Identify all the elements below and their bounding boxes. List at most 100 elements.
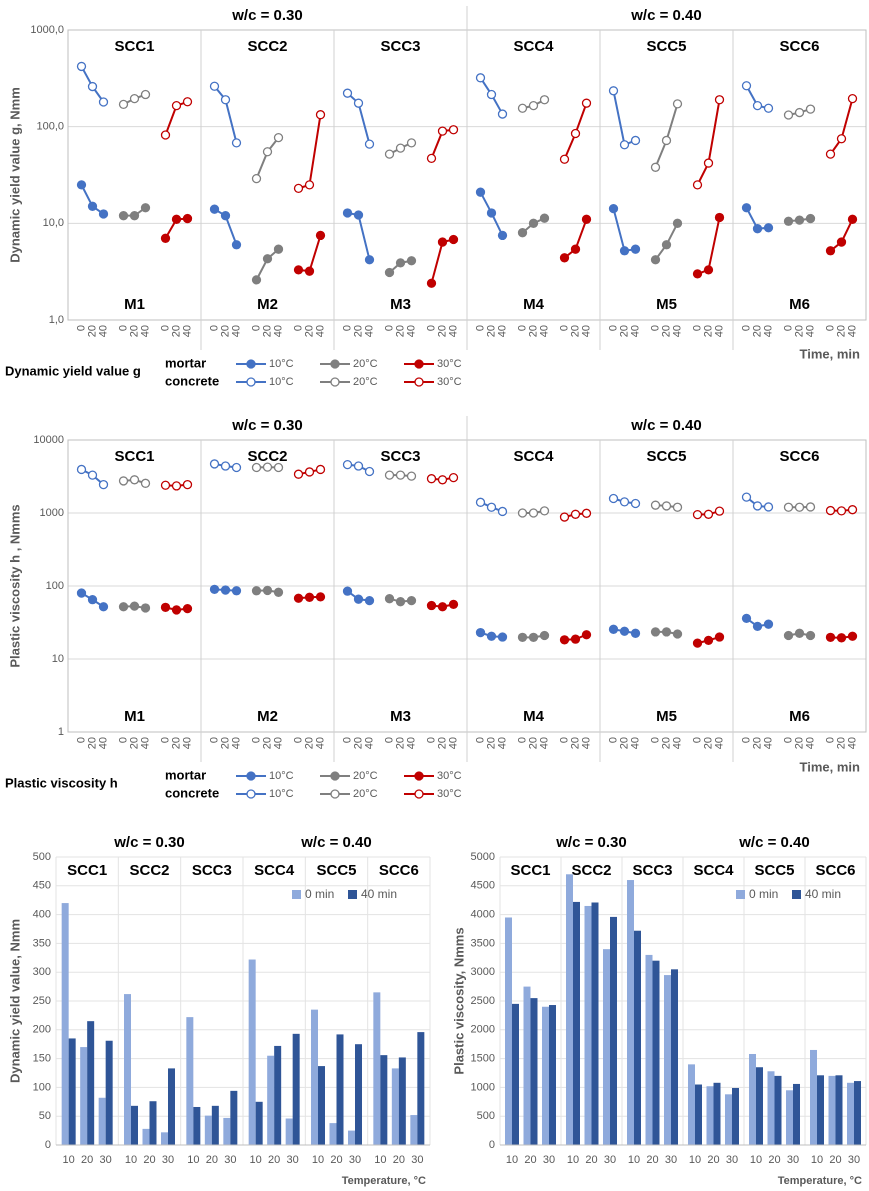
legend-label: 20°C bbox=[353, 376, 378, 388]
concrete-point bbox=[486, 502, 497, 512]
y-tick-label: 3500 bbox=[471, 937, 495, 949]
mortar-point bbox=[559, 253, 570, 263]
mortar-point bbox=[475, 627, 486, 638]
x-tick-label: 10 bbox=[63, 1154, 75, 1166]
mortar-point bbox=[315, 592, 326, 602]
mortar-point bbox=[570, 244, 581, 254]
panel-label: SCC1 bbox=[114, 448, 154, 465]
x-tick-label: 0 bbox=[208, 737, 220, 743]
x-tick-label: 10 bbox=[628, 1154, 640, 1166]
mortar-point bbox=[426, 600, 437, 611]
y-tick-label: 1000 bbox=[471, 1081, 495, 1093]
x-tick-label: 40 bbox=[272, 325, 284, 337]
x-tick-label: 20 bbox=[835, 737, 847, 749]
concrete-point bbox=[528, 100, 539, 111]
x-tick-label: 0 bbox=[782, 737, 794, 743]
concrete-point bbox=[448, 125, 459, 135]
bar bbox=[645, 954, 653, 1145]
x-tick-label: 0 bbox=[740, 737, 752, 743]
mortar-point bbox=[87, 201, 98, 211]
concrete-point bbox=[752, 100, 763, 111]
bar bbox=[98, 1097, 106, 1145]
mortar-point bbox=[448, 599, 459, 610]
x-tick-label: 10 bbox=[125, 1154, 137, 1166]
legend-row-label: concrete bbox=[165, 373, 219, 388]
concrete-point bbox=[342, 88, 353, 98]
concrete-point bbox=[231, 462, 242, 473]
bar bbox=[774, 1075, 782, 1145]
y-tick-label: 450 bbox=[33, 880, 51, 892]
bar bbox=[329, 1123, 337, 1145]
mortar-point bbox=[76, 180, 87, 190]
mortar-point bbox=[692, 269, 703, 279]
mortar-point bbox=[353, 594, 364, 604]
y-tick-label: 5000 bbox=[471, 851, 495, 863]
x-tick-label: 0 bbox=[607, 325, 619, 331]
concrete-point bbox=[129, 475, 140, 485]
bar bbox=[706, 1086, 714, 1145]
y-tick-label: 2000 bbox=[471, 1024, 495, 1036]
x-tick-label: 20 bbox=[751, 737, 763, 749]
x-tick-label: 40 bbox=[671, 737, 683, 749]
mortar-point bbox=[251, 586, 262, 596]
concrete-point bbox=[364, 466, 375, 477]
x-tick-label: 0 bbox=[824, 325, 836, 331]
bar bbox=[410, 1115, 418, 1145]
x-tick-label: 20 bbox=[585, 1154, 597, 1166]
x-tick-label: 40 bbox=[447, 737, 459, 749]
mortar-point bbox=[342, 208, 353, 218]
concrete-point bbox=[539, 506, 550, 516]
x-tick-label: 0 bbox=[425, 737, 437, 743]
y-tick-label: 500 bbox=[477, 1110, 495, 1122]
concrete-point bbox=[98, 97, 109, 107]
mortar-point bbox=[475, 187, 486, 197]
legend-marker bbox=[414, 789, 424, 799]
y-tick-label: 400 bbox=[33, 909, 51, 921]
y-tick-label: 2500 bbox=[471, 995, 495, 1007]
x-tick-label: 0 bbox=[691, 737, 703, 743]
y-tick-label: 150 bbox=[33, 1053, 51, 1065]
mortar-point bbox=[825, 632, 836, 642]
x-tick-label: 0 bbox=[117, 737, 129, 743]
concrete-point bbox=[364, 139, 375, 149]
concrete-point bbox=[661, 501, 672, 511]
bar bbox=[591, 902, 599, 1145]
bar bbox=[725, 1094, 732, 1145]
bar bbox=[105, 1040, 113, 1145]
mortar-point bbox=[608, 624, 619, 634]
concrete-point bbox=[395, 143, 406, 153]
legend-label: 20°C bbox=[353, 788, 378, 800]
concrete-point bbox=[794, 502, 805, 512]
bar bbox=[255, 1101, 263, 1145]
x-tick-label: 20 bbox=[219, 325, 231, 337]
x-axis-label: Temperature, °C bbox=[778, 1175, 862, 1187]
x-tick-label: 40 bbox=[804, 737, 816, 749]
x-tick-label: 10 bbox=[811, 1154, 823, 1166]
concrete-point bbox=[315, 110, 326, 120]
x-tick-label: 20 bbox=[170, 737, 182, 749]
mortar-point bbox=[486, 631, 497, 641]
panel-label: SCC6 bbox=[379, 862, 419, 879]
y-tick-label: 500 bbox=[33, 851, 51, 863]
x-tick-label: 0 bbox=[341, 737, 353, 743]
series-line bbox=[255, 248, 280, 281]
concrete-point bbox=[847, 505, 858, 515]
concrete-point bbox=[847, 93, 858, 104]
x-tick-label: 40 bbox=[272, 737, 284, 749]
y-tick-label: 1 bbox=[58, 726, 64, 738]
x-tick-label: 20 bbox=[128, 325, 140, 337]
mortar-point bbox=[847, 631, 858, 641]
concrete-point bbox=[475, 497, 486, 507]
concrete-point bbox=[475, 73, 486, 83]
mortar-point bbox=[714, 632, 725, 642]
mortar-point bbox=[395, 597, 406, 607]
panel-label: SCC2 bbox=[129, 862, 169, 879]
concrete-point bbox=[752, 501, 763, 511]
x-tick-label: 0 bbox=[159, 737, 171, 743]
mortar-point bbox=[783, 216, 794, 226]
bar bbox=[168, 1068, 175, 1145]
legend-marker bbox=[330, 771, 340, 781]
concrete-point bbox=[692, 180, 703, 190]
panel-label: SCC4 bbox=[513, 448, 554, 465]
bar bbox=[267, 1055, 275, 1145]
